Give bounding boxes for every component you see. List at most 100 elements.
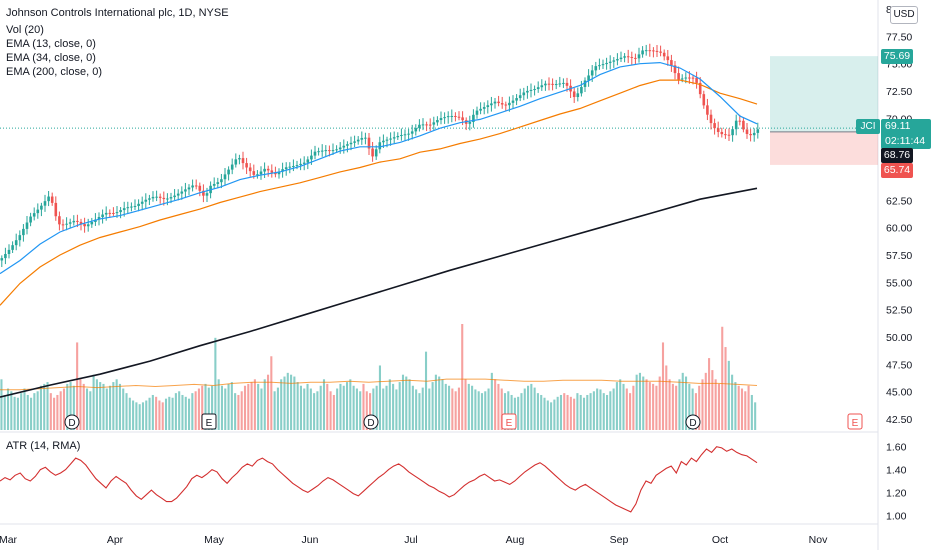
candle-body [223, 174, 227, 180]
volume-bar [59, 391, 62, 430]
candle-body [619, 57, 623, 60]
candle-body [36, 209, 40, 214]
candle-body [306, 159, 310, 163]
volume-bar [395, 389, 398, 430]
volume-bar [214, 337, 217, 430]
candle-body [302, 162, 306, 164]
event-marker[interactable]: D [363, 414, 379, 430]
event-marker[interactable]: E [201, 413, 217, 430]
candle-body [497, 101, 500, 104]
candle-body [130, 206, 133, 208]
price-tick-label: 42.50 [886, 414, 912, 426]
candle-body [551, 83, 554, 85]
volume-bar [546, 400, 549, 430]
volume-bar [681, 372, 684, 430]
candle-body [356, 139, 360, 142]
volume-bar [500, 388, 503, 430]
volume-bar [494, 379, 497, 430]
atr-tick-label: 1.20 [886, 487, 907, 499]
candle-body [277, 171, 281, 175]
candle-body [378, 142, 382, 150]
candle-body [479, 108, 482, 111]
volume-bar [53, 397, 56, 430]
volume-bar [243, 385, 247, 430]
ema200-line [0, 187, 758, 398]
currency-button[interactable]: USD [890, 6, 918, 24]
volume-bar [592, 391, 595, 430]
candle-body [436, 120, 439, 123]
event-marker-label: D [68, 418, 75, 429]
volume-bar [632, 385, 635, 430]
candle-body [360, 137, 364, 140]
candle-body [590, 70, 594, 76]
candle-body [349, 142, 353, 145]
volume-bar [201, 385, 204, 430]
candle-body [547, 83, 551, 85]
event-marker[interactable]: D [64, 414, 80, 430]
candle-body [410, 131, 414, 134]
event-marker[interactable]: E [847, 413, 863, 430]
volume-bar [609, 391, 612, 430]
volume-bar [451, 388, 454, 430]
volume-bar [161, 402, 164, 430]
candle-body [580, 86, 583, 94]
volume-bar [329, 391, 332, 430]
volume-bar [181, 394, 184, 430]
candle-body [677, 73, 680, 80]
volume-bar [642, 376, 645, 430]
event-marker[interactable]: E [501, 413, 517, 430]
candle-body [274, 172, 277, 175]
volume-bar [602, 393, 605, 430]
volume-bar [92, 374, 95, 430]
volume-bar [316, 391, 319, 430]
candle-body [742, 120, 745, 130]
volume-bar [151, 394, 154, 430]
ema13-legend[interactable]: EMA (13, close, 0) [6, 38, 96, 50]
volume-bar [349, 379, 352, 430]
candle-body [443, 117, 446, 119]
volume-bar [326, 383, 329, 430]
volume-bar [220, 385, 224, 430]
candle-body [328, 150, 331, 152]
volume-bar [652, 383, 655, 430]
volume-bar [411, 385, 414, 430]
volume-bar [487, 388, 490, 430]
volume-bar [273, 391, 276, 430]
volume-bar [579, 394, 582, 430]
volume-bar [168, 396, 171, 430]
volume-bar [625, 388, 628, 430]
candle-body [691, 77, 695, 79]
candle-body [695, 77, 698, 83]
volume-bar [49, 393, 52, 430]
ema200-legend[interactable]: EMA (200, close, 0) [6, 66, 102, 78]
time-tick-label: Jun [302, 534, 319, 546]
candle-body [227, 169, 230, 175]
candle-body [439, 118, 443, 121]
candle-body [198, 185, 202, 191]
candle-body [68, 222, 72, 224]
candle-body [158, 196, 162, 198]
volume-bar [109, 385, 112, 430]
volume-bar [372, 388, 375, 430]
volume-bar [382, 388, 385, 430]
candle-body [252, 171, 256, 175]
volume-bar [62, 388, 66, 430]
atr-legend[interactable]: ATR (14, RMA) [6, 440, 81, 452]
volume-bar [20, 393, 23, 430]
volume-bar [148, 397, 151, 430]
volume-bar [266, 374, 270, 430]
candle-body [490, 103, 493, 106]
event-marker[interactable]: D [685, 414, 701, 430]
volume-bar [135, 402, 138, 430]
candle-body [637, 54, 641, 59]
volume-bar [540, 394, 543, 430]
vol-legend[interactable]: Vol (20) [6, 24, 44, 36]
candle-body [576, 93, 580, 98]
volume-bar [635, 374, 638, 430]
ema34-line [0, 79, 758, 306]
volume-bar [56, 394, 59, 430]
candle-body [486, 105, 490, 108]
volume-bar [615, 382, 618, 430]
ema34-legend[interactable]: EMA (34, close, 0) [6, 52, 96, 64]
